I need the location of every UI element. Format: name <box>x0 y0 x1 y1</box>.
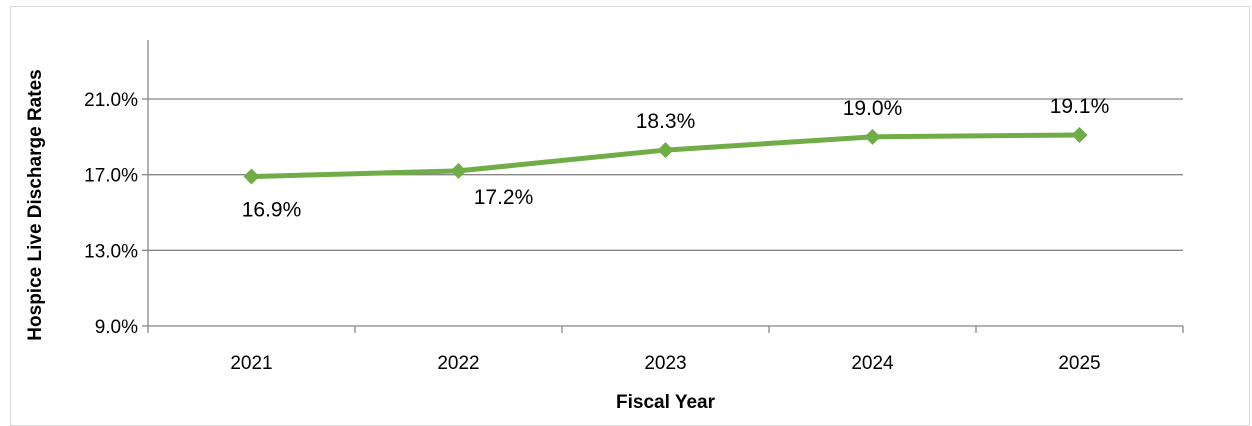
series-layer <box>243 126 1088 185</box>
axes <box>142 40 1184 333</box>
x-tick-labels: 2021 2022 2023 2024 2025 <box>230 353 1100 374</box>
x-tick-label: 2022 <box>437 353 479 374</box>
y-axis-title: Hospice Live Discharge Rates <box>25 69 46 340</box>
data-label: 18.3% <box>636 110 696 133</box>
data-point-marker <box>1071 126 1088 143</box>
data-point-marker <box>864 128 881 145</box>
y-tick-label: 13.0% <box>84 241 138 262</box>
x-axis-title: Fiscal Year <box>616 392 716 413</box>
y-tick-labels: 9.0% 13.0% 17.0% 21.0% <box>84 90 138 338</box>
y-tick-label: 17.0% <box>84 166 138 187</box>
data-labels: 16.9% 17.2% 18.3% 19.0% 19.1% <box>242 95 1110 222</box>
data-label: 17.2% <box>474 186 534 209</box>
y-tick-label: 9.0% <box>95 317 138 338</box>
data-label: 19.1% <box>1050 95 1110 118</box>
data-point-marker <box>243 168 260 185</box>
x-tick-label: 2021 <box>230 353 272 374</box>
data-point-marker <box>450 162 467 179</box>
y-tick-label: 21.0% <box>84 90 138 111</box>
data-label: 19.0% <box>843 97 903 120</box>
x-tick-label: 2023 <box>644 353 686 374</box>
x-tick-label: 2025 <box>1058 353 1100 374</box>
x-tick-label: 2024 <box>851 353 894 374</box>
data-point-marker <box>657 142 674 159</box>
data-label: 16.9% <box>242 199 302 222</box>
